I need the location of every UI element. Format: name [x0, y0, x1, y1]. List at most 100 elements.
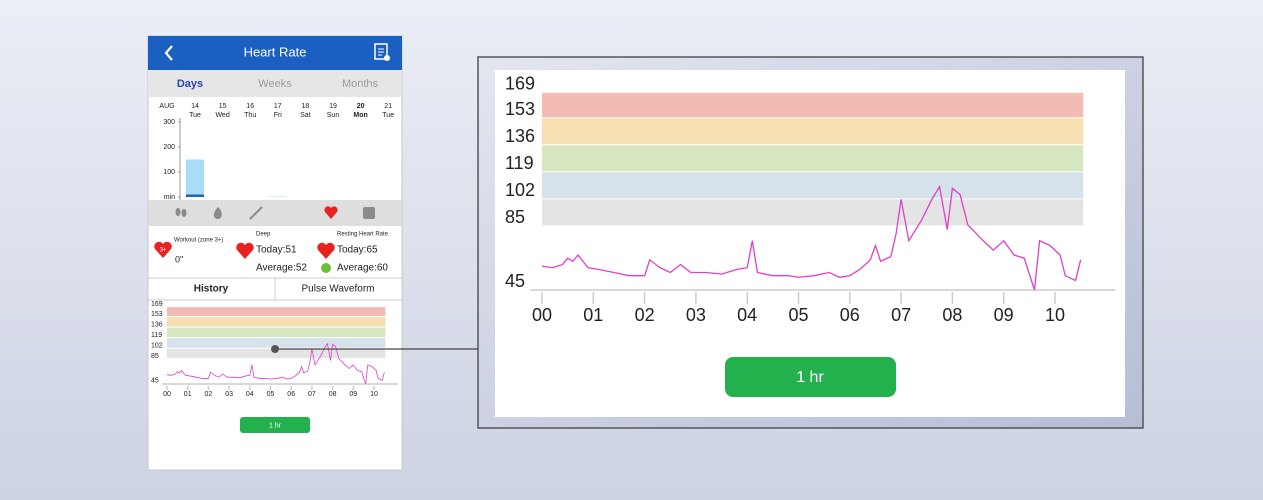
x-tick-label: 01	[184, 391, 192, 398]
x-tick-label: 02	[205, 391, 213, 398]
bar	[186, 194, 204, 197]
x-tick-label: 05	[788, 305, 808, 325]
month-label: AUG	[159, 103, 174, 110]
x-tick-label: 01	[583, 305, 603, 325]
badge-text: 3+	[160, 248, 167, 254]
date-label: 21	[384, 103, 392, 110]
date-label: 18	[302, 103, 310, 110]
y-tick-label: 102	[505, 180, 535, 200]
x-tick-label: 05	[267, 391, 275, 398]
hr-button[interactable]	[725, 357, 896, 397]
tab[interactable]: Weeks	[258, 78, 292, 90]
date-label: 16	[246, 103, 254, 110]
weekday-label: Sat	[300, 112, 311, 119]
x-tick-label: 00	[532, 305, 552, 325]
x-tick-label: 10	[370, 391, 378, 398]
y-tick-label: 153	[505, 99, 535, 119]
weekday-label: Sun	[327, 112, 340, 119]
y-tick-label: 169	[151, 301, 163, 308]
report-icon[interactable]	[374, 43, 390, 61]
tab[interactable]: Months	[342, 78, 379, 90]
date-label: 14	[191, 103, 199, 110]
hr-zone	[167, 307, 386, 317]
heart-icon[interactable]	[324, 206, 338, 219]
back-button[interactable]	[164, 45, 173, 61]
icon-row	[148, 200, 402, 226]
hr-zone	[167, 348, 386, 359]
connector-dot	[271, 345, 279, 353]
subtab[interactable]: History	[194, 284, 229, 295]
hr-line	[541, 184, 1082, 291]
y-tick-label: 45	[151, 378, 159, 385]
x-tick-label: 07	[308, 391, 316, 398]
y-tick-label: 85	[505, 207, 525, 227]
y-tick-label: 119	[151, 332, 162, 339]
metric-icons	[175, 206, 375, 220]
info-icon	[321, 263, 331, 273]
hr-button[interactable]	[240, 417, 310, 433]
stat-label: Resting Heart Rate	[337, 232, 389, 238]
x-tick-label: 06	[840, 305, 860, 325]
hr-line	[166, 342, 385, 385]
hr-zone	[167, 338, 386, 348]
x-tick-label: 06	[287, 391, 295, 398]
x-tick-label: 08	[942, 305, 962, 325]
y-tick-label: 85	[151, 353, 159, 360]
y-tick-label: 200	[163, 144, 175, 151]
subtab[interactable]: Pulse Waveform	[302, 284, 375, 295]
weight-icon[interactable]	[363, 207, 375, 219]
hr-zone	[542, 172, 1084, 199]
date-label: 19	[329, 103, 337, 110]
x-tick-label: 03	[686, 305, 706, 325]
stat-average: Average:60	[337, 263, 388, 274]
y-tick-label: min	[164, 194, 175, 201]
y-tick-label: 45	[505, 271, 525, 291]
hr-zone	[542, 199, 1084, 226]
steps-icon[interactable]	[175, 208, 187, 217]
stat-label: Deep	[256, 232, 271, 238]
date-label: 20	[357, 103, 365, 110]
y-tick-label: 153	[151, 311, 163, 318]
resting-stat: Resting Heart Rate Today:65 Average:60	[317, 232, 389, 274]
stat-today: Today:65	[337, 245, 378, 256]
deep-stat: Deep Today:51 Average:52	[236, 232, 307, 274]
stat-value: 0"	[175, 254, 183, 264]
distance-icon[interactable]	[249, 206, 263, 220]
stat-today: Today:51	[256, 245, 297, 256]
hr-zone	[542, 145, 1084, 172]
y-tick-label: 102	[151, 342, 163, 349]
calories-icon[interactable]	[213, 207, 222, 219]
hr-zone	[542, 92, 1084, 118]
heart-badge	[317, 242, 335, 259]
x-tick-label: 09	[994, 305, 1014, 325]
weekday-label: Fri	[274, 112, 283, 119]
phone-screen	[147, 35, 403, 471]
hr-zone	[167, 317, 386, 327]
weekday-label: Wed	[215, 112, 229, 119]
weekday-label: Tue	[189, 112, 201, 119]
weekday-label: Thu	[244, 112, 256, 119]
heart-badge	[236, 242, 254, 259]
x-tick-label: 04	[737, 305, 757, 325]
hr-zone	[542, 118, 1084, 145]
tab[interactable]: Days	[177, 78, 203, 90]
app-title: Heart Rate	[244, 44, 307, 59]
hr-button-label: 1 hr	[796, 369, 824, 386]
hr-zone	[167, 327, 386, 338]
weekday-label: Tue	[382, 112, 394, 119]
workout-stat: Workout (zone 3+) 3+ 0"	[154, 238, 223, 264]
x-tick-label: 09	[349, 391, 357, 398]
x-tick-label: 00	[163, 391, 171, 398]
weekday-label: Mon	[353, 112, 367, 119]
y-tick-label: 100	[163, 169, 175, 176]
y-tick-label: 136	[151, 321, 163, 328]
x-tick-label: 04	[246, 391, 254, 398]
y-tick-label: 136	[505, 126, 535, 146]
x-tick-label: 08	[329, 391, 337, 398]
date-label: 15	[219, 103, 227, 110]
x-tick-label: 07	[891, 305, 911, 325]
bar	[268, 196, 287, 197]
bar	[186, 159, 204, 195]
